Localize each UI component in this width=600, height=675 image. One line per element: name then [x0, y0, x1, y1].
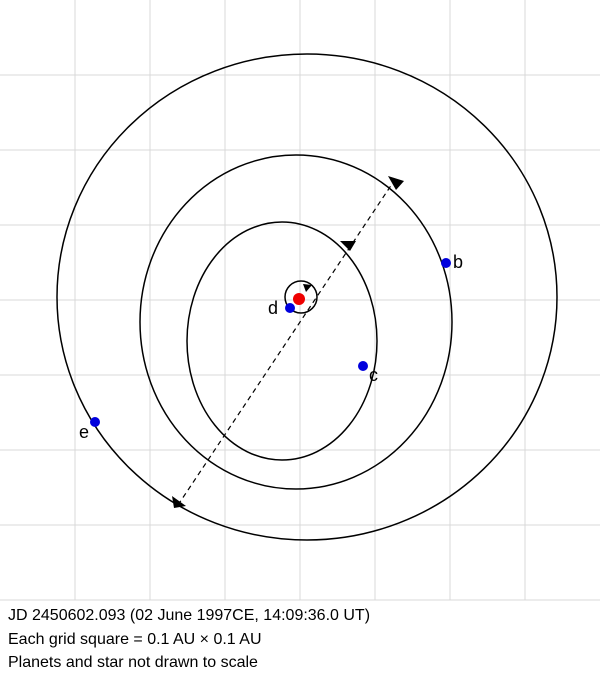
star: [293, 293, 305, 305]
arrowheads: [172, 176, 404, 508]
caption-line: JD 2450602.093 (02 June 1997CE, 14:09:36…: [8, 607, 370, 624]
orbit-d: [284, 280, 318, 314]
planet-label: d: [268, 298, 278, 318]
planet-label: e: [79, 422, 89, 442]
planet: [90, 417, 100, 427]
planet: [441, 258, 451, 268]
orbit-c: [186, 221, 378, 461]
orbit-e: [56, 53, 558, 541]
caption-line: Each grid square = 0.1 AU × 0.1 AU: [8, 631, 262, 648]
caption-line: Planets and star not drawn to scale: [8, 654, 258, 671]
orbit-b: [139, 154, 453, 490]
planet-label: b: [453, 252, 463, 272]
planet: [285, 303, 295, 313]
planet-label: c: [369, 365, 378, 385]
line-of-nodes: [177, 177, 397, 506]
planet: [358, 361, 368, 371]
